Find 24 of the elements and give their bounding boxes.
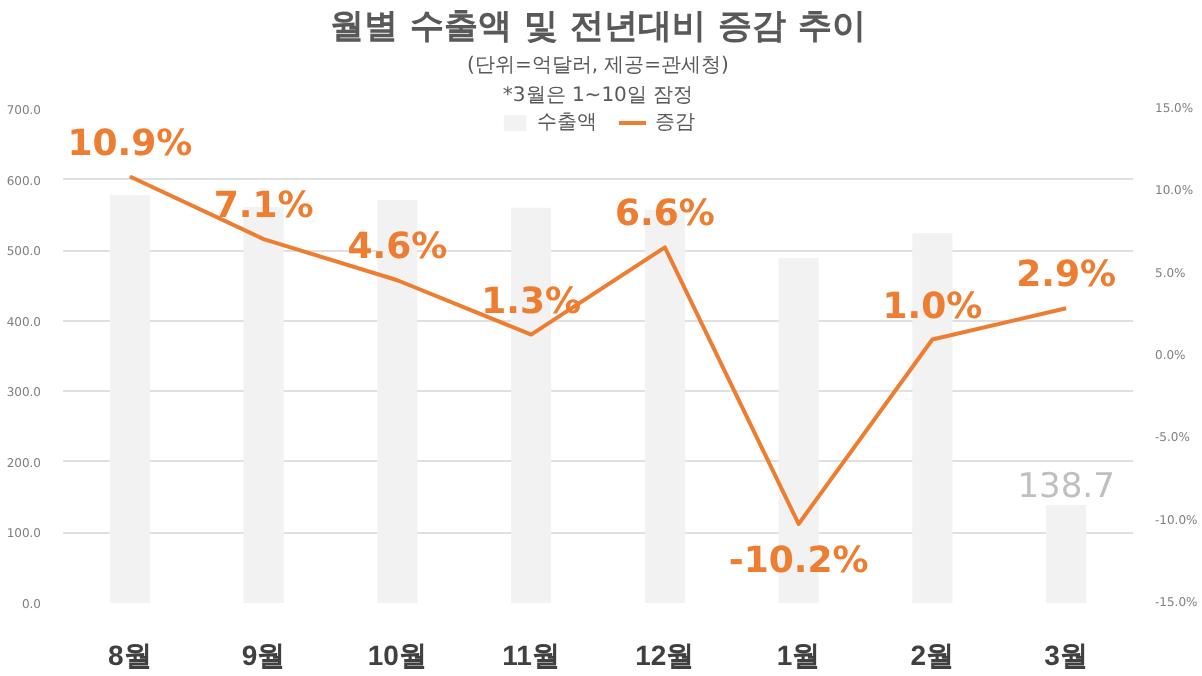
x-tick-label: 8월 [108, 639, 152, 671]
data-label: 10.9% [67, 122, 193, 165]
x-tick-label: 2월 [910, 639, 955, 671]
chart-title: 월별 수출액 및 전년대비 증감 추이 [330, 7, 866, 47]
chart-subtitle: (단위=억달러, 제공=관세청) [467, 55, 730, 77]
data-label: -10.2% [728, 539, 869, 582]
bar [109, 195, 150, 603]
data-label: 138.7 [1017, 467, 1115, 508]
data-label: 4.6% [347, 226, 448, 269]
x-tick-label: 3월 [1044, 639, 1088, 671]
legend-label: 수출액 [537, 110, 597, 136]
data-label: 7.1% [213, 185, 314, 228]
text: *3월은 1~10일 잠정 [502, 85, 694, 107]
legend-label: 증감 [655, 110, 695, 136]
x-tick-label: 11월 [502, 639, 560, 671]
x-tick-label: 9월 [241, 639, 286, 671]
bar [1046, 505, 1087, 603]
x-tick-label: 1월 [776, 639, 821, 671]
data-label: 1.0% [882, 285, 983, 328]
data-label: 1.3% [481, 280, 582, 323]
data-label: 2.9% [1016, 254, 1117, 297]
x-tick-label: 12월 [635, 639, 695, 671]
x-tick-label: 10월 [367, 639, 427, 671]
data-label: 6.6% [614, 193, 715, 236]
